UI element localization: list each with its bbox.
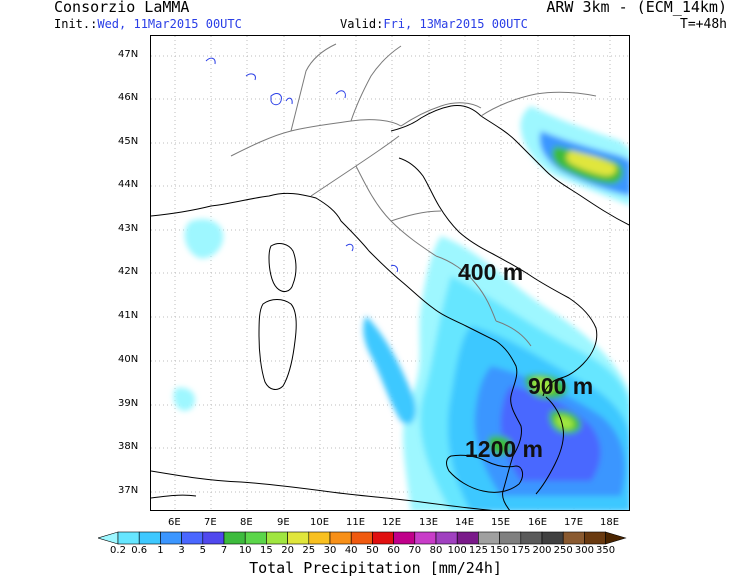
lat-label-43n: 43N (118, 223, 139, 234)
init-value: Wed, 11Mar2015 00UTC (97, 17, 242, 31)
init-label: Init.: (54, 17, 98, 31)
lon-label-8e: 8E (240, 517, 253, 528)
annotation-900m: 900 m (528, 373, 594, 399)
lon-label-17e: 17E (564, 517, 584, 528)
colorbar-swatch (266, 531, 288, 545)
colorbar-level-label: 0.2 (110, 545, 126, 556)
colorbar-level-label: 150 (490, 545, 510, 556)
lon-label-15e: 15E (491, 517, 511, 528)
lat-label-37n: 37N (118, 485, 139, 496)
lat-label-45n: 45N (118, 136, 139, 147)
colorbar-swatch (181, 531, 204, 545)
colorbar-level-label: 80 (429, 545, 443, 556)
colorbar-level-label: 175 (511, 545, 531, 556)
valid-time: Valid:Fri, 13Mar2015 00UTC (340, 17, 528, 31)
lon-label-10e: 10E (310, 517, 330, 528)
colorbar-swatch (308, 531, 331, 545)
colorbar-level-label: 50 (366, 545, 379, 556)
colorbar-level-label: 15 (260, 545, 273, 556)
lat-label-40n: 40N (118, 354, 139, 365)
colorbar-swatch (541, 531, 564, 545)
colorbar-swatch (138, 531, 161, 545)
colorbar-swatch (223, 531, 246, 545)
header-title: Consorzio LaMMA (54, 0, 190, 16)
colorbar-swatch (350, 531, 373, 545)
coastlines (151, 105, 629, 510)
borders (230, 43, 597, 347)
colorbar-level-label: 1 (157, 545, 164, 556)
lon-label-12e: 12E (382, 517, 402, 528)
map-panel (150, 35, 630, 511)
colorbar-swatch (456, 531, 479, 545)
lon-label-13e: 13E (419, 517, 439, 528)
annotation-1200m: 1200 m (465, 436, 544, 462)
colorbar-swatch (372, 531, 394, 545)
colorbar-swatch (414, 531, 437, 545)
colorbar-swatch (117, 531, 140, 545)
colorbar-level-label: 250 (553, 545, 573, 556)
colorbar-swatch (520, 531, 543, 545)
colorbar-level-label: 70 (408, 545, 422, 556)
lon-label-16e: 16E (528, 517, 548, 528)
colorbar-level-label: 5 (199, 545, 206, 556)
colorbar-swatch (244, 531, 267, 545)
lon-label-11e: 11E (346, 517, 366, 528)
colorbar-arrow-high (605, 531, 627, 545)
lon-label-18e: 18E (600, 517, 620, 528)
colorbar-level-label: 3 (178, 545, 185, 556)
lat-label-42n: 42N (118, 266, 139, 277)
lon-label-14e: 14E (455, 517, 475, 528)
colorbar-swatch (435, 531, 458, 545)
lat-label-38n: 38N (118, 441, 139, 452)
colorbar-swatch (562, 531, 585, 545)
colorbar-level-label: 30 (323, 545, 337, 556)
colorbar-level-label: 100 (447, 545, 467, 556)
colorbar-level-label: 350 (596, 545, 616, 556)
colorbar-arrow-low (98, 531, 119, 545)
lat-label-47n: 47N (118, 49, 139, 60)
lat-label-46n: 46N (118, 92, 139, 103)
colorbar (98, 531, 627, 545)
model-name: ARW 3km - (ECM_14km) (546, 0, 727, 16)
colorbar-level-label: 200 (532, 545, 552, 556)
colorbar-level-label: 60 (387, 545, 400, 556)
lon-label-9e: 9E (277, 517, 290, 528)
forecast-step: T=+48h (680, 17, 727, 32)
lat-label-39n: 39N (118, 398, 139, 409)
colorbar-level-label: 10 (238, 545, 252, 556)
colorbar-level-label: 125 (468, 545, 488, 556)
colorbar-swatch (584, 531, 606, 545)
annotation-400m: 400 m (458, 259, 524, 285)
colorbar-swatch (202, 531, 225, 545)
lat-label-41n: 41N (118, 310, 139, 321)
valid-label: Valid: (340, 17, 384, 31)
lat-label-44n: 44N (118, 179, 139, 190)
colorbar-level-label: 300 (574, 545, 594, 556)
colorbar-level-label: 0.6 (131, 545, 148, 556)
colorbar-swatch (393, 531, 416, 545)
precipitation-field (173, 106, 629, 510)
colorbar-level-label: 40 (344, 545, 358, 556)
colorbar-swatch (499, 531, 522, 545)
colorbar-swatch (478, 531, 500, 545)
init-time: Init.:Wed, 11Mar2015 00UTC (54, 17, 242, 31)
lon-label-7e: 7E (204, 517, 217, 528)
colorbar-level-label: 25 (302, 545, 316, 556)
colorbar-swatch (329, 531, 352, 545)
colorbar-level-label: 7 (220, 545, 228, 556)
colorbar-swatch (160, 531, 182, 545)
lakes (205, 57, 398, 273)
precipitation-map (151, 36, 629, 510)
colorbar-level-label: 20 (281, 545, 294, 556)
lon-label-6e: 6E (168, 517, 181, 528)
colorbar-title: Total Precipitation [mm/24h] (249, 559, 502, 577)
colorbar-swatch (287, 531, 310, 545)
valid-value: Fri, 13Mar2015 00UTC (383, 17, 528, 31)
